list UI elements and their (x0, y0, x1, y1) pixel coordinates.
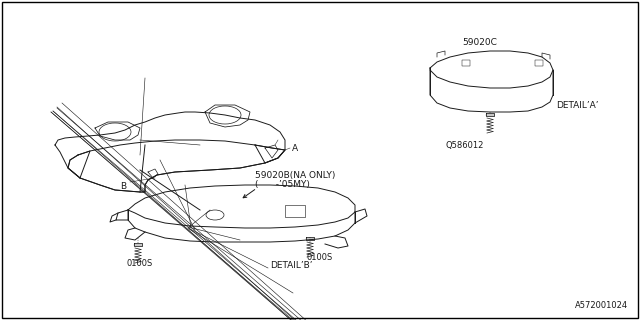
Text: DETAIL’B’: DETAIL’B’ (270, 261, 312, 270)
Text: 0100S: 0100S (306, 253, 332, 262)
Text: 59020C: 59020C (462, 38, 497, 47)
Text: 59020B(NA ONLY): 59020B(NA ONLY) (255, 171, 335, 180)
Text: 0100S: 0100S (126, 259, 152, 268)
Bar (535, 60, 543, 66)
Text: Q586012: Q586012 (445, 141, 483, 150)
Text: DETAIL’A’: DETAIL’A’ (556, 101, 598, 110)
Bar (285, 205, 305, 217)
Text: A: A (292, 143, 298, 153)
Text: (      -’05MY): ( -’05MY) (255, 180, 310, 189)
Text: B: B (120, 182, 126, 191)
Bar (462, 60, 470, 66)
Text: A572001024: A572001024 (575, 301, 628, 310)
